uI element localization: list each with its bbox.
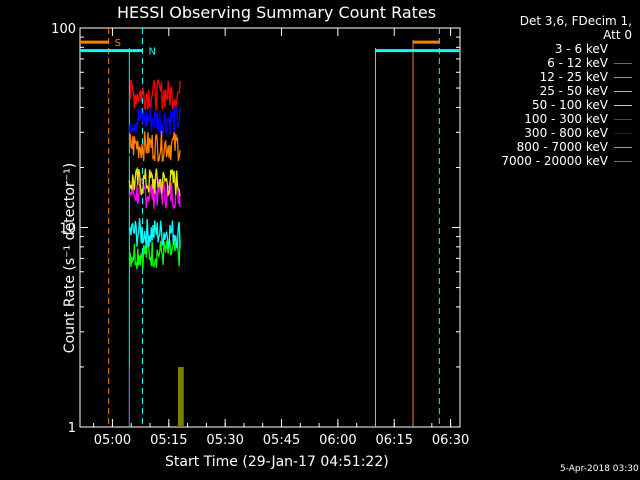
x-axis-label: Start Time (29-Jan-17 04:51:22) — [165, 454, 389, 470]
chart-title: HESSI Observing Summary Count Rates — [117, 3, 437, 22]
legend-entry: 100 - 300 keV — [501, 112, 632, 126]
y-tick-label: 100 — [51, 22, 76, 37]
legend-label: 50 - 100 keV — [531, 98, 608, 112]
legend-entry: 50 - 100 keV — [501, 98, 632, 112]
legend-swatch — [614, 48, 632, 50]
x-tick-label: 06:15 — [376, 433, 413, 448]
series-line — [128, 166, 181, 198]
flag-label: N — [148, 47, 155, 58]
x-tick-label: 06:00 — [319, 433, 356, 448]
flag-label: S — [115, 38, 121, 49]
legend-label: 300 - 800 keV — [524, 126, 608, 140]
legend-label: 6 - 12 keV — [547, 56, 608, 70]
legend-entry: 3 - 6 keV — [501, 42, 632, 56]
legend-swatch — [614, 76, 632, 78]
legend-label: 100 - 300 keV — [524, 112, 608, 126]
legend-entry: 6 - 12 keV — [501, 56, 632, 70]
series-line — [128, 218, 181, 250]
series-line — [128, 238, 181, 270]
legend-label: 12 - 25 keV — [539, 70, 608, 84]
series-line — [128, 130, 181, 163]
legend-label: 25 - 50 keV — [539, 84, 608, 98]
legend-label: 800 - 7000 keV — [516, 140, 608, 154]
x-tick-label: 05:00 — [94, 433, 131, 448]
footer-date: 5-Apr-2018 03:30 — [560, 464, 639, 474]
legend-label: 3 - 6 keV — [554, 42, 608, 56]
legend-entry: 7000 - 20000 keV — [501, 154, 632, 168]
y-axis-label: Count Rate (s⁻¹ detector⁻¹) — [62, 162, 78, 354]
legend-entry: 12 - 25 keV — [501, 70, 632, 84]
legend-swatch — [614, 118, 632, 120]
series-line — [128, 105, 181, 136]
series-line — [128, 177, 181, 210]
legend-label: 7000 - 20000 keV — [501, 154, 608, 168]
y-tick-label: 10 — [59, 222, 76, 237]
legend-swatch — [614, 146, 632, 148]
x-tick-label: 05:45 — [263, 433, 300, 448]
legend-entry: 25 - 50 keV — [501, 84, 632, 98]
legend-rows: 3 - 6 keV 6 - 12 keV 12 - 25 keV 25 - 50 ke… — [501, 42, 632, 168]
series-line — [129, 79, 181, 111]
x-tick-label: 06:30 — [432, 433, 469, 448]
y-tick-label: 1 — [68, 421, 76, 436]
legend-header-1: Det 3,6, FDecim 1, — [519, 14, 632, 28]
x-tick-label: 05:30 — [206, 433, 243, 448]
legend: Det 3,6, FDecim 1, Att 0 3 - 6 keV 6 - 12… — [501, 14, 632, 168]
legend-swatch — [614, 132, 632, 134]
legend-header-2: Att 0 — [603, 28, 632, 42]
legend-swatch — [614, 104, 632, 106]
legend-swatch — [614, 62, 632, 64]
legend-entry: 800 - 7000 keV — [501, 140, 632, 154]
legend-entry: 300 - 800 keV — [501, 126, 632, 140]
legend-swatch — [614, 160, 632, 162]
x-tick-label: 05:15 — [150, 433, 187, 448]
legend-swatch — [614, 90, 632, 92]
plot-frame — [79, 27, 461, 428]
